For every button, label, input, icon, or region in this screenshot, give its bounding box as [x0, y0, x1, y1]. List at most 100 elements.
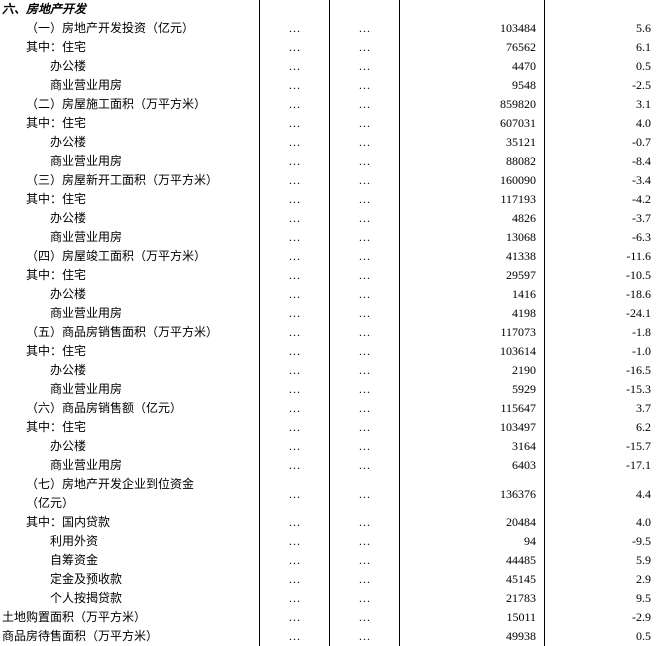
ellipsis-cell: … [260, 133, 330, 152]
value-cell: 9548 [400, 76, 545, 95]
table-row: 商业营业用房……5929-15.3 [0, 380, 659, 399]
percent-cell: 3.1 [545, 95, 659, 114]
percent-cell: 5.9 [545, 551, 659, 570]
ellipsis-cell: … [330, 266, 400, 285]
row-label: 土地购置面积（万平方米） [0, 608, 260, 627]
table-row: （一）房地产开发投资（亿元）……1034845.6 [0, 19, 659, 38]
ellipsis-cell: … [330, 133, 400, 152]
percent-cell: -6.3 [545, 228, 659, 247]
value-cell: 29597 [400, 266, 545, 285]
cell-empty [545, 0, 659, 19]
value-cell: 117073 [400, 323, 545, 342]
table-row: 办公楼……2190-16.5 [0, 361, 659, 380]
real-estate-table: 六、房地产开发 （一）房地产开发投资（亿元）……1034845.6其中：住宅……… [0, 0, 659, 646]
percent-cell: -18.6 [545, 285, 659, 304]
ellipsis-cell: … [260, 266, 330, 285]
row-label: 办公楼 [0, 285, 260, 304]
ellipsis-cell: … [330, 532, 400, 551]
row-label: 其中：住宅 [0, 114, 260, 133]
value-cell: 103614 [400, 342, 545, 361]
value-cell: 88082 [400, 152, 545, 171]
percent-cell: -2.9 [545, 608, 659, 627]
ellipsis-cell: … [330, 456, 400, 475]
ellipsis-cell: … [330, 247, 400, 266]
ellipsis-cell: … [260, 57, 330, 76]
row-label: 其中：住宅 [0, 418, 260, 437]
value-cell: 5929 [400, 380, 545, 399]
row-label: （四）房屋竣工面积（万平方米） [0, 247, 260, 266]
percent-cell: -10.5 [545, 266, 659, 285]
ellipsis-cell: … [330, 361, 400, 380]
row-label: （二）房屋施工面积（万平方米） [0, 95, 260, 114]
percent-cell: -1.8 [545, 323, 659, 342]
value-cell: 115647 [400, 399, 545, 418]
ellipsis-cell: … [260, 76, 330, 95]
ellipsis-cell: … [330, 380, 400, 399]
value-cell: 13068 [400, 228, 545, 247]
ellipsis-cell: … [330, 475, 400, 513]
table-row: 个人按揭贷款……217839.5 [0, 589, 659, 608]
percent-cell: -1.0 [545, 342, 659, 361]
value-cell: 4470 [400, 57, 545, 76]
ellipsis-cell: … [260, 418, 330, 437]
table-row: 商业营业用房……88082-8.4 [0, 152, 659, 171]
table-row: 其中：住宅……1034976.2 [0, 418, 659, 437]
percent-cell: 9.5 [545, 589, 659, 608]
row-label: （六）商品房销售额（亿元） [0, 399, 260, 418]
table-row: （三）房屋新开工面积（万平方米）……160090-3.4 [0, 171, 659, 190]
table-row: 商业营业用房……4198-24.1 [0, 304, 659, 323]
value-cell: 76562 [400, 38, 545, 57]
ellipsis-cell: … [330, 152, 400, 171]
row-label: 其中：国内贷款 [0, 513, 260, 532]
table-row: （六）商品房销售额（亿元）……1156473.7 [0, 399, 659, 418]
ellipsis-cell: … [330, 323, 400, 342]
ellipsis-cell: … [260, 608, 330, 627]
section-title: 六、房地产开发 [0, 0, 260, 19]
ellipsis-cell: … [260, 627, 330, 646]
ellipsis-cell: … [330, 418, 400, 437]
row-label: 商业营业用房 [0, 456, 260, 475]
ellipsis-cell: … [260, 247, 330, 266]
percent-cell: -4.2 [545, 190, 659, 209]
row-label: （一）房地产开发投资（亿元） [0, 19, 260, 38]
value-cell: 859820 [400, 95, 545, 114]
row-label: 自筹资金 [0, 551, 260, 570]
ellipsis-cell: … [260, 152, 330, 171]
percent-cell: 2.9 [545, 570, 659, 589]
table-row: 办公楼……35121-0.7 [0, 133, 659, 152]
percent-cell: -17.1 [545, 456, 659, 475]
ellipsis-cell: … [330, 76, 400, 95]
ellipsis-cell: … [330, 57, 400, 76]
table-row: 其中：住宅……117193-4.2 [0, 190, 659, 209]
table-row: 其中：住宅……29597-10.5 [0, 266, 659, 285]
percent-cell: -3.4 [545, 171, 659, 190]
ellipsis-cell: … [260, 19, 330, 38]
ellipsis-cell: … [330, 228, 400, 247]
row-label: （三）房屋新开工面积（万平方米） [0, 171, 260, 190]
table-row: 土地购置面积（万平方米）……15011-2.9 [0, 608, 659, 627]
table-row: 定金及预收款……451452.9 [0, 570, 659, 589]
row-label: 其中：住宅 [0, 342, 260, 361]
row-label: 利用外资 [0, 532, 260, 551]
ellipsis-cell: … [260, 361, 330, 380]
value-cell: 2190 [400, 361, 545, 380]
percent-cell: 4.4 [545, 475, 659, 513]
ellipsis-cell: … [330, 114, 400, 133]
ellipsis-cell: … [260, 285, 330, 304]
table-row: （五）商品房销售面积（万平方米）……117073-1.8 [0, 323, 659, 342]
ellipsis-cell: … [260, 171, 330, 190]
ellipsis-cell: … [260, 323, 330, 342]
ellipsis-cell: … [330, 190, 400, 209]
percent-cell: 4.0 [545, 114, 659, 133]
percent-cell: 5.6 [545, 19, 659, 38]
ellipsis-cell: … [260, 228, 330, 247]
section-header-row: 六、房地产开发 [0, 0, 659, 19]
percent-cell: -3.7 [545, 209, 659, 228]
ellipsis-cell: … [260, 399, 330, 418]
ellipsis-cell: … [330, 342, 400, 361]
table-row: （七）房地产开发企业到位资金 （亿元）……1363764.4 [0, 475, 659, 513]
table-row: 商业营业用房……9548-2.5 [0, 76, 659, 95]
ellipsis-cell: … [260, 38, 330, 57]
value-cell: 103484 [400, 19, 545, 38]
row-label: （五）商品房销售面积（万平方米） [0, 323, 260, 342]
